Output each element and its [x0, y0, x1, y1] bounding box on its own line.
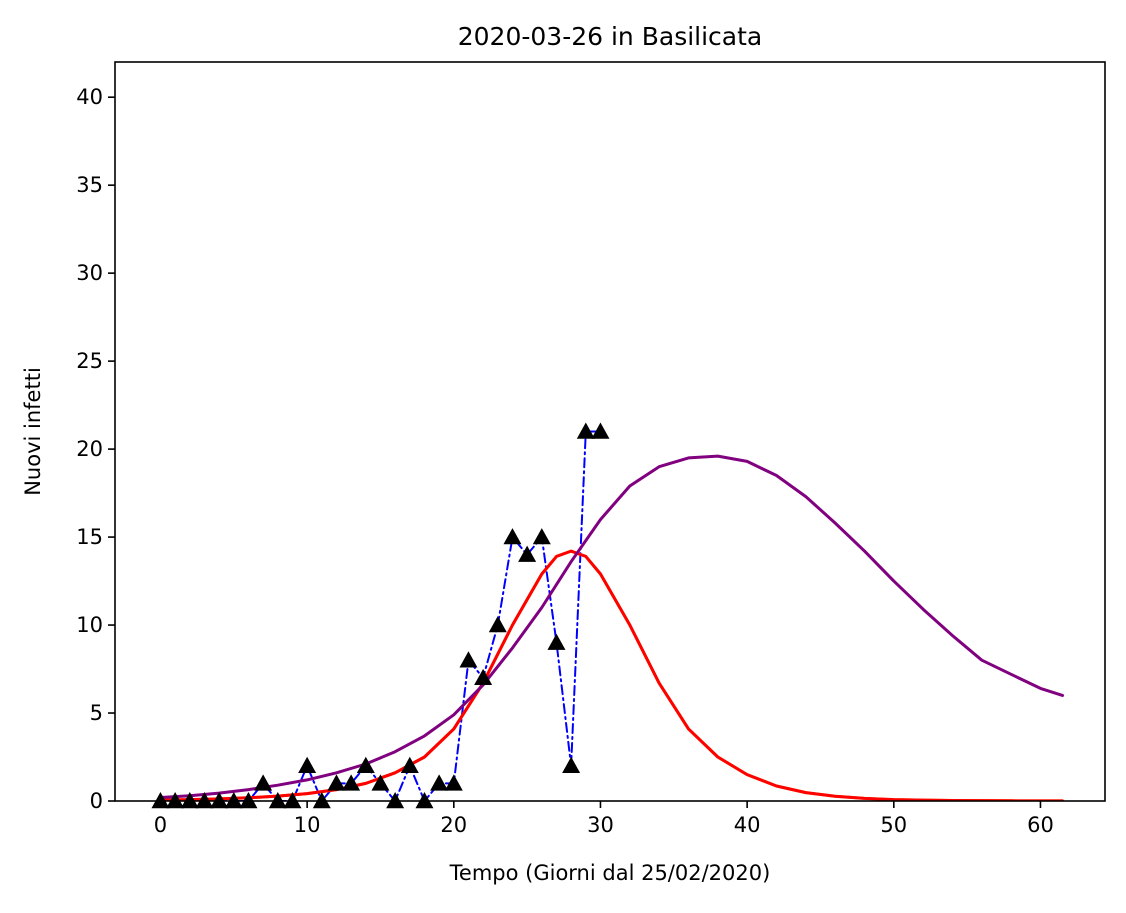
series-line-3: [159, 549, 1064, 801]
series-1-marker: [195, 792, 214, 809]
series-1-marker: [298, 756, 317, 774]
series-1-marker: [151, 792, 170, 809]
series-1-marker: [518, 545, 537, 562]
axes-frame: [114, 61, 1106, 802]
series-line-4: [159, 454, 1064, 799]
x-tick-label: 10: [294, 813, 321, 837]
series-1-marker: [503, 528, 522, 545]
series-1-marker: [547, 633, 566, 650]
y-tick-label: 20: [76, 437, 103, 461]
x-tick-label: 40: [734, 813, 761, 837]
series-1-marker: [210, 792, 229, 809]
series-1-marker: [342, 774, 361, 791]
y-tick-label: 25: [76, 349, 103, 373]
series-1-marker: [327, 774, 346, 791]
series-1-marker: [459, 651, 478, 668]
series-1-marker: [254, 774, 273, 791]
series-1-marker: [591, 422, 610, 439]
series-1-marker: [224, 792, 243, 809]
series-1-marker: [400, 756, 419, 774]
series-1-marker: [532, 528, 551, 545]
x-tick-label: 30: [587, 813, 614, 837]
y-tick-label: 10: [76, 613, 103, 637]
series-1-marker: [430, 774, 449, 791]
x-tick-label: 0: [154, 813, 167, 837]
series-1-marker: [268, 792, 287, 809]
series-1-marker: [562, 756, 581, 774]
x-axis-label: Tempo (Giorni dal 25/02/2020): [449, 861, 771, 885]
series-1-marker: [488, 616, 507, 633]
y-axis-ticks: 0 5 10 15 20 25 30 35 40: [76, 85, 115, 813]
marker-group: [151, 422, 610, 809]
series-1-marker: [474, 668, 493, 686]
x-axis-ticks: 0 10 20 30 40 50 60: [154, 801, 1054, 837]
series-1-marker: [371, 774, 390, 791]
series-1-marker: [444, 774, 463, 791]
series-1-marker: [386, 792, 405, 809]
series-1-marker: [283, 792, 302, 809]
series-1-marker: [415, 792, 434, 809]
plot-area: [151, 422, 1064, 809]
series-1-marker: [576, 422, 595, 439]
series-1-marker: [180, 792, 199, 809]
x-tick-label: 20: [440, 813, 467, 837]
y-tick-label: 5: [90, 701, 103, 725]
y-axis-label: Nuovi infetti: [21, 367, 45, 496]
series-1-marker: [239, 792, 258, 809]
series-1-marker: [166, 792, 185, 809]
y-tick-label: 35: [76, 173, 103, 197]
series-1-marker: [356, 756, 375, 774]
chart-title: 2020-03-26 in Basilicata: [458, 22, 763, 51]
y-tick-label: 15: [76, 525, 103, 549]
series-1-marker: [312, 792, 331, 809]
y-tick-label: 0: [90, 789, 103, 813]
x-tick-label: 60: [1027, 813, 1054, 837]
x-tick-label: 50: [880, 813, 907, 837]
y-tick-label: 40: [76, 85, 103, 109]
y-tick-label: 30: [76, 261, 103, 285]
